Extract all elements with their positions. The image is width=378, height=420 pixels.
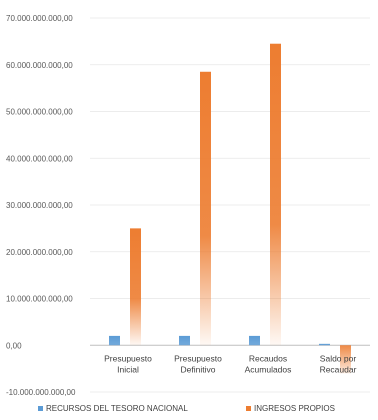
category-labels: PresupuestoInicialPresupuestoDefinitivoR… xyxy=(104,353,356,374)
category-label: Recaudar xyxy=(320,364,357,374)
y-tick-label: 70.000.000.000,00 xyxy=(6,14,73,23)
category-label: Acumulados xyxy=(245,364,292,374)
bar-ingresos-propios-2 xyxy=(270,43,281,346)
bars xyxy=(109,43,351,374)
category-label: Inicial xyxy=(117,364,139,374)
bar-recursos-tesoro-0 xyxy=(109,335,120,346)
bar-recursos-tesoro-1 xyxy=(179,335,190,346)
y-tick-label: 60.000.000.000,00 xyxy=(6,61,73,70)
bar-ingresos-propios-3 xyxy=(340,345,351,374)
legend-label: RECURSOS DEL TESORO NACIONAL xyxy=(46,404,188,413)
category-label: Saldo por xyxy=(320,353,357,363)
bar-recursos-tesoro-3 xyxy=(319,343,330,346)
bar-ingresos-propios-1 xyxy=(200,71,211,346)
legend-label: INGRESOS PROPIOS xyxy=(254,404,335,413)
y-axis-tick-labels: -10.000.000.000,00 0,00 10.000.000.000,00 2… xyxy=(6,14,76,397)
category-label: Presupuesto xyxy=(104,353,152,363)
y-tick-label: 30.000.000.000,00 xyxy=(6,201,73,210)
y-tick-label: -10.000.000.000,00 xyxy=(6,388,76,397)
bar-ingresos-propios-0 xyxy=(130,228,141,346)
legend-swatch xyxy=(246,406,251,411)
bar-recursos-tesoro-2 xyxy=(249,335,260,346)
category-label: Definitivo xyxy=(181,364,216,374)
y-tick-label: 50.000.000.000,00 xyxy=(6,108,73,117)
category-label: Recaudos xyxy=(249,353,287,363)
legend: RECURSOS DEL TESORO NACIONAL INGRESOS PRO… xyxy=(38,404,335,413)
legend-swatch xyxy=(38,406,43,411)
y-tick-label: 10.000.000.000,00 xyxy=(6,295,73,304)
y-tick-label: 0,00 xyxy=(6,341,22,350)
category-label: Presupuesto xyxy=(174,353,222,363)
y-tick-label: 40.000.000.000,00 xyxy=(6,154,73,163)
y-tick-label: 20.000.000.000,00 xyxy=(6,248,73,257)
